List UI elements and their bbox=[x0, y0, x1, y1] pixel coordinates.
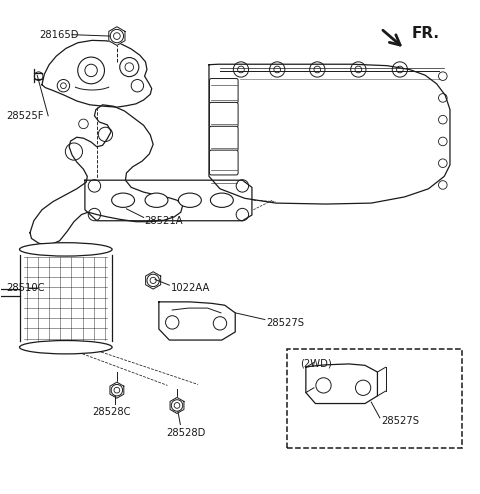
Polygon shape bbox=[20, 255, 112, 341]
Text: 28527S: 28527S bbox=[381, 416, 419, 426]
FancyBboxPatch shape bbox=[209, 102, 238, 127]
Text: 28525F: 28525F bbox=[6, 111, 44, 121]
Text: 28165D: 28165D bbox=[39, 30, 79, 40]
Polygon shape bbox=[209, 64, 450, 204]
Text: 28528C: 28528C bbox=[92, 407, 131, 416]
Polygon shape bbox=[42, 41, 152, 107]
Text: (2WD): (2WD) bbox=[300, 359, 331, 369]
Text: FR.: FR. bbox=[412, 26, 440, 41]
Text: 28527S: 28527S bbox=[266, 318, 304, 329]
FancyBboxPatch shape bbox=[287, 349, 462, 449]
Ellipse shape bbox=[20, 340, 112, 354]
Ellipse shape bbox=[210, 193, 233, 207]
Polygon shape bbox=[306, 364, 377, 404]
Polygon shape bbox=[170, 397, 184, 413]
Polygon shape bbox=[145, 272, 161, 289]
Polygon shape bbox=[110, 382, 124, 398]
Ellipse shape bbox=[145, 193, 168, 207]
FancyBboxPatch shape bbox=[209, 126, 238, 151]
Ellipse shape bbox=[20, 243, 112, 256]
Text: 28521A: 28521A bbox=[144, 216, 183, 226]
Text: 28528D: 28528D bbox=[166, 428, 205, 438]
Text: 1022AA: 1022AA bbox=[171, 283, 210, 292]
FancyBboxPatch shape bbox=[209, 150, 238, 175]
Polygon shape bbox=[30, 105, 183, 246]
Ellipse shape bbox=[112, 193, 134, 207]
Polygon shape bbox=[159, 302, 235, 340]
Ellipse shape bbox=[179, 193, 201, 207]
Text: 28510C: 28510C bbox=[6, 283, 45, 292]
Polygon shape bbox=[85, 180, 252, 221]
FancyBboxPatch shape bbox=[209, 79, 238, 103]
Polygon shape bbox=[109, 27, 125, 45]
